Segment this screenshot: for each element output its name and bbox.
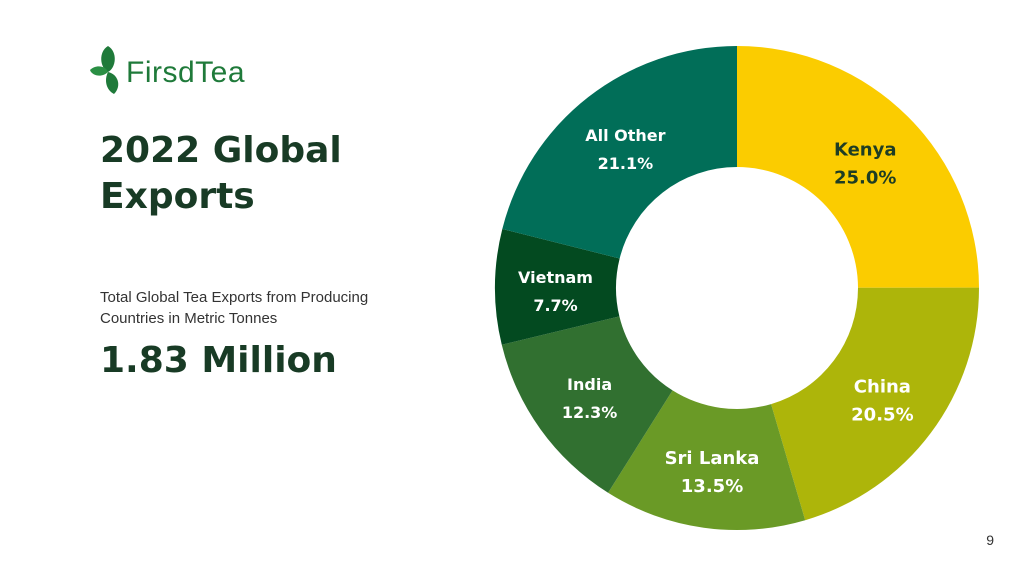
tea-leaf-icon	[90, 46, 119, 94]
donut-slice-vietnam	[495, 228, 620, 345]
donut-slice-all-other	[502, 46, 737, 259]
brand-logo: FirsdTea	[88, 44, 245, 100]
slice-label-name: Kenya	[834, 140, 897, 161]
slice-label-value: 21.1%	[598, 154, 654, 173]
slice-label-name: India	[567, 375, 612, 394]
total-exports-value: 1.83 Million	[100, 340, 337, 381]
slice-label-name: All Other	[585, 126, 665, 145]
slice-label-name: China	[854, 377, 911, 398]
donut-slice-sri-lanka	[608, 390, 806, 530]
page-number: 9	[986, 532, 994, 548]
page-subtitle: Total Global Tea Exports from Producing …	[100, 289, 369, 327]
slice-label-value: 25.0%	[834, 168, 896, 189]
slice-label-value: 20.5%	[851, 405, 913, 426]
donut-slice-kenya	[737, 46, 979, 288]
slice-label-value: 13.5%	[681, 476, 743, 497]
slice-label-name: Vietnam	[518, 268, 593, 287]
donut-slice-china	[771, 287, 979, 521]
brand-logo-text: FirsdTea	[126, 56, 246, 89]
slice-label-value: 7.7%	[533, 296, 577, 315]
page-title: 2022 Global Exports	[100, 130, 342, 217]
slice-label-name: Sri Lanka	[665, 448, 760, 469]
donut-slice-india	[501, 316, 673, 493]
slice-label-value: 12.3%	[562, 403, 618, 422]
